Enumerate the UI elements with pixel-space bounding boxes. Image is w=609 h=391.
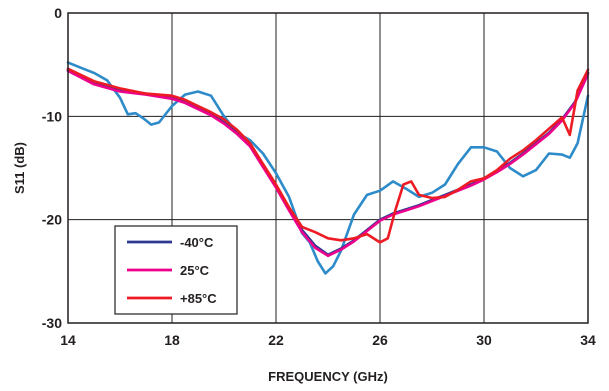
x-tick-label: 26 [372,332,388,348]
legend-label: -40°C [180,235,214,250]
x-tick-label: 34 [580,332,596,348]
x-tick-label: 30 [476,332,492,348]
y-axis-title: S11 (dB) [12,142,27,194]
x-tick-labels: 14 18 22 26 30 34 [60,332,596,348]
y-tick-label: 0 [54,5,62,21]
series-line-1 [66,69,590,258]
legend-label: +85°C [180,291,217,306]
y-tick-labels: 0 -10 -20 -30 [42,5,62,331]
series-lines [66,61,590,275]
series-line-2 [66,67,590,244]
y-tick-label: -20 [42,212,62,228]
y-tick-label: -30 [42,315,62,331]
x-tick-label: 14 [60,332,76,348]
legend-label: 25°C [180,263,210,278]
x-tick-label: 22 [268,332,284,348]
plot-frame [67,12,589,324]
y-tick-label: -10 [42,108,62,124]
x-axis-title: FREQUENCY (GHz) [268,369,388,384]
legend: -40°C 25°C +85°C [114,225,238,315]
series-line-3 [66,61,590,275]
x-tick-label: 18 [164,332,180,348]
